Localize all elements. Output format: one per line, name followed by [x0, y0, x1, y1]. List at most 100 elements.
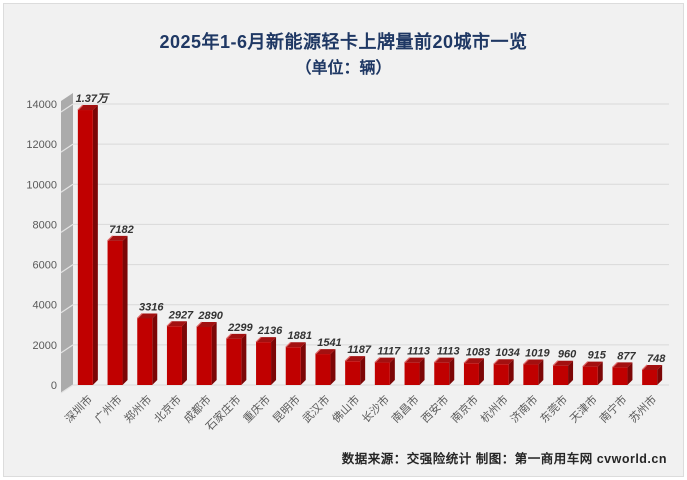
bar-value-label: 1113 [407, 346, 430, 358]
axis-wall [61, 93, 73, 393]
bar-highlight-edge [196, 321, 203, 328]
y-axis-tick-label: 0 [51, 380, 57, 392]
bar-highlight-edge [641, 364, 648, 371]
bar-side-face [478, 358, 484, 385]
bar-top-face [345, 356, 366, 362]
bar [77, 110, 93, 386]
wall-hatch [60, 143, 74, 153]
x-axis-category-label: 东莞市 [537, 392, 570, 425]
bar [285, 347, 301, 385]
bar-value-label: 2927 [168, 309, 194, 321]
bar [612, 367, 628, 385]
x-axis-category-label: 南昌市 [388, 392, 421, 425]
bar-value-label: 3316 [139, 301, 164, 313]
bar-top-face [196, 321, 217, 327]
bar-side-face [597, 361, 603, 385]
bar-top-face [374, 357, 395, 363]
x-axis-category-label: 长沙市 [359, 392, 392, 425]
bar-value-label: 877 [617, 350, 636, 362]
bar-value-label: 1019 [525, 348, 550, 360]
y-axis-tick-label: 8000 [33, 219, 57, 231]
bar-highlight-edge [136, 313, 143, 319]
wall-hatch [60, 264, 74, 274]
bar [523, 364, 539, 385]
bar-highlight-edge [344, 355, 351, 362]
bar [137, 318, 153, 385]
bar-value-label: 2890 [197, 310, 223, 322]
bar-side-face [419, 357, 425, 385]
bar-value-label: 1187 [347, 344, 372, 356]
bar-highlight-edge [225, 333, 232, 340]
bar-value-label: 1881 [288, 330, 312, 342]
bar-side-face [538, 359, 544, 385]
bar-side-face [627, 362, 633, 385]
bar-highlight-edge [463, 357, 470, 364]
bar-side-face [92, 105, 98, 386]
bar [196, 326, 212, 385]
bar-highlight-edge [315, 348, 321, 355]
bar-side-face [300, 342, 306, 385]
x-axis-category-label: 昆明市 [270, 392, 303, 425]
bar-highlight-edge [582, 361, 589, 368]
bar-side-face [152, 313, 158, 385]
x-axis-category-label: 杭州市 [478, 392, 511, 425]
wall-hatch [60, 103, 74, 113]
bar [404, 362, 420, 385]
bar-side-face [211, 321, 217, 385]
bar-highlight-edge [404, 357, 410, 364]
bar-top-face [226, 333, 247, 339]
x-axis-category-label: 佛山市 [329, 392, 362, 425]
bar-highlight-edge [374, 357, 381, 364]
chart-title: 2025年1-6月新能源轻卡上牌量前20城市一览 [159, 32, 528, 52]
bar-value-label: 2299 [227, 322, 253, 334]
x-axis-category-label: 广州市 [91, 392, 124, 425]
x-axis-category-label: 南宁市 [596, 392, 629, 425]
bar-top-face [582, 361, 603, 367]
bar-top-face [642, 364, 663, 370]
bar-highlight-edge [107, 235, 113, 242]
bar-side-face [508, 359, 514, 385]
bar [582, 366, 598, 385]
bar-highlight-edge [522, 359, 529, 365]
bar [493, 364, 509, 385]
bar-highlight-edge [612, 361, 618, 368]
bar-top-face [315, 349, 336, 355]
bar-value-label: 748 [647, 353, 666, 365]
bar-top-face [553, 360, 574, 366]
bar-top-face [285, 342, 306, 348]
bar-value-label: 7182 [109, 224, 133, 236]
x-axis-category-label: 南京市 [448, 392, 481, 425]
wall-hatch [60, 304, 74, 314]
bar-highlight-edge [255, 336, 262, 343]
bar [226, 338, 242, 385]
bar-value-label: 1.37万 [76, 93, 110, 105]
wall-hatch [60, 344, 74, 354]
bar-value-label: 2136 [257, 325, 283, 337]
bar [315, 354, 331, 385]
x-axis-category-label: 济南市 [507, 392, 540, 425]
bar-side-face [241, 333, 247, 385]
bar-side-face [122, 235, 128, 385]
y-axis-tick-label: 6000 [33, 260, 57, 272]
bar-value-label: 1034 [495, 347, 519, 359]
bar-top-face [107, 235, 128, 241]
bar [166, 326, 182, 385]
bar [463, 363, 479, 385]
bar-top-face [166, 321, 187, 327]
bar-value-label: 1117 [377, 346, 401, 358]
bar-value-label: 1113 [437, 346, 460, 358]
bar-value-label: 960 [558, 349, 577, 361]
bar-top-face [463, 358, 484, 364]
bar [345, 361, 361, 385]
bar [256, 342, 272, 385]
bar-chart-canvas: 0 2000 4000 6000 8000 10000 12000 14000 1.37万深圳市… [26, 93, 669, 433]
data-source-credit: 数据来源：交强险统计 制图：第一商用车网 cvworld.cn [341, 452, 667, 466]
bar-highlight-edge [493, 358, 500, 365]
y-axis-tick-label: 4000 [33, 300, 57, 312]
y-axis-tick-label: 10000 [26, 179, 57, 191]
bar-top-face [612, 362, 633, 368]
bar-top-face [523, 359, 544, 365]
x-axis-category-label: 西安市 [418, 392, 451, 425]
bar-highlight-edge [77, 104, 84, 111]
chart-subtitle: （单位：辆） [295, 60, 392, 77]
